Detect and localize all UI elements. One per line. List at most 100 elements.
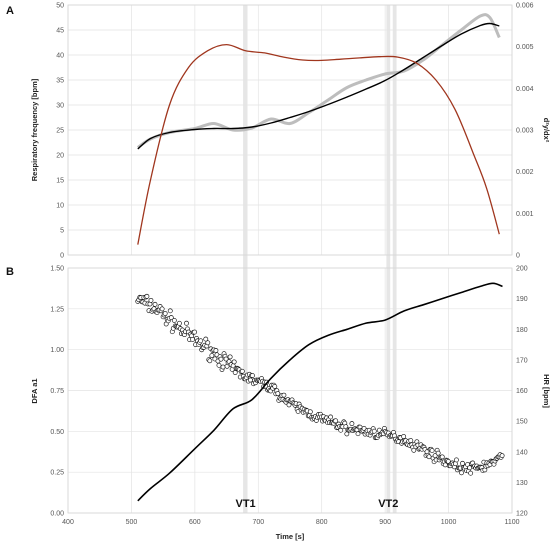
panel-b-x-tick-label: 700 xyxy=(252,519,264,526)
panel-b-frame xyxy=(67,267,513,514)
panel-a-y2-tick-label: 0.006 xyxy=(516,3,534,10)
dfa-a1-point xyxy=(209,353,215,358)
dfa-a1-point xyxy=(216,362,222,368)
panel-b-x-ticks: 400 500 600 700 800 900 1000 1100 xyxy=(62,519,519,526)
resp-frequency-raw-line xyxy=(136,13,501,149)
dfa-a1-point xyxy=(499,453,505,459)
panel-a: 0 5 10 15 20 25 30 35 40 45 50 0 0.001 0.002 0.003 0.0… xyxy=(30,3,550,260)
dfa-a1-point xyxy=(468,470,474,476)
dfa-a1-point xyxy=(411,447,417,453)
panel-b-y-axis-label: DFA a1 xyxy=(30,378,39,403)
panel-a-y2-tick-label: 0 xyxy=(516,253,520,260)
dfa-a1-point xyxy=(328,414,334,420)
dfa-a1-point xyxy=(162,311,168,316)
panel-a-frame xyxy=(67,4,513,256)
panel-a-y-tick-label: 0 xyxy=(60,253,64,260)
panel-b-y2-tick-label: 170 xyxy=(516,357,528,364)
dfa-a1-point xyxy=(275,391,281,396)
panel-b-y2-tick-label: 150 xyxy=(516,419,528,426)
dfa-a1-point xyxy=(460,460,465,466)
dfa-a1-point xyxy=(168,315,174,321)
vt1-label: VT1 xyxy=(236,498,256,510)
dfa-a1-point xyxy=(355,431,361,437)
panel-b-x-axis-label: Time [s] xyxy=(276,532,305,541)
panel-b-x-tick-label: 500 xyxy=(126,519,138,526)
panel-a-y-tick-label: 5 xyxy=(60,228,64,235)
panel-b-y2-tick-label: 130 xyxy=(516,480,528,487)
panel-a-y2-tick-label: 0.004 xyxy=(516,86,534,93)
dfa-a1-point xyxy=(223,356,229,362)
panel-b-y-tick-label: 0.25 xyxy=(50,470,64,477)
dfa-a1-point xyxy=(429,448,435,453)
panel-b-y2-tick-label: 120 xyxy=(516,511,528,518)
panel-b-y2-tick-label: 140 xyxy=(516,449,528,456)
panel-b-x-tick-label: 800 xyxy=(316,519,328,526)
panel-b-y2-tick-label: 160 xyxy=(516,388,528,395)
panel-a-y-tick-label: 10 xyxy=(56,203,64,210)
panel-b-y-ticks: 0.00 0.25 0.50 0.75 1.00 1.25 1.50 xyxy=(50,266,64,518)
dfa-a1-point xyxy=(435,450,441,456)
dfa-a1-point xyxy=(239,368,245,374)
dfa-a1-point xyxy=(207,358,213,364)
dfa-a1-point xyxy=(220,364,226,370)
panel-b-y2-ticks: 120 130 140 150 160 170 180 190 200 xyxy=(516,266,528,518)
dfa-a1-point xyxy=(176,320,182,326)
dfa-a1-point xyxy=(159,306,165,312)
dfa-a1-point xyxy=(231,359,237,365)
panel-b-y2-tick-label: 180 xyxy=(516,327,528,334)
panel-b-x-tick-label: 900 xyxy=(379,519,391,526)
panel-a-y2-tick-label: 0.003 xyxy=(516,128,534,135)
panel-b-gridlines xyxy=(67,267,513,514)
dfa-a1-point xyxy=(218,356,224,362)
panel-a-y-tick-label: 25 xyxy=(56,128,64,135)
panel-a-y2-tick-label: 0.002 xyxy=(516,169,534,176)
panel-b: 0.00 0.25 0.50 0.75 1.00 1.25 1.50 120 130 140 15… xyxy=(30,266,550,542)
dfa-a1-point xyxy=(250,373,255,378)
dfa-a1-point xyxy=(167,308,173,314)
threshold-bands xyxy=(243,5,397,513)
panel-a-y2-ticks: 0 0.001 0.002 0.003 0.004 0.005 0.006 xyxy=(516,3,534,260)
heart-rate-line xyxy=(137,282,503,502)
vt2-label: VT2 xyxy=(378,498,398,510)
panel-b-x-tick-label: 1100 xyxy=(504,519,519,526)
panel-b-y-tick-label: 1.50 xyxy=(50,266,64,273)
panel-b-y2-axis-label: HR [bpm] xyxy=(542,374,550,408)
panel-b-x-tick-label: 1000 xyxy=(441,519,457,526)
panel-a-y2-tick-label: 0.001 xyxy=(516,211,534,218)
dfa-a1-point xyxy=(281,392,287,398)
panel-a-y-tick-label: 15 xyxy=(56,178,64,185)
dfa-a1-point xyxy=(467,465,473,471)
panel-b-y-tick-label: 0.50 xyxy=(50,429,64,436)
dfa-a1-point xyxy=(148,297,154,303)
dfa-a1-point xyxy=(203,336,209,342)
panel-b-x-tick-label: 600 xyxy=(189,519,201,526)
dfa-a1-point xyxy=(454,457,459,463)
dfa-a1-scatter xyxy=(135,293,505,476)
panel-a-y-tick-label: 45 xyxy=(56,28,64,35)
panel-a-y2-axis-label: d²y/dx² xyxy=(542,118,550,143)
panel-b-y2-tick-label: 200 xyxy=(516,266,528,273)
dfa-a1-point xyxy=(171,317,177,323)
dfa-a1-point xyxy=(272,383,278,389)
dfa-a1-point xyxy=(205,340,211,346)
panel-a-y-tick-label: 30 xyxy=(56,103,64,110)
dfa-a1-point xyxy=(227,354,233,360)
threshold-band-3 xyxy=(392,5,397,513)
dfa-a1-point xyxy=(198,338,204,344)
dfa-a1-point xyxy=(349,421,355,427)
panel-b-y-tick-label: 0.75 xyxy=(50,388,64,395)
dfa-a1-point xyxy=(371,428,377,434)
panel-label-a: A xyxy=(6,5,14,17)
dfa-a1-point xyxy=(184,320,189,326)
panel-a-y-tick-label: 50 xyxy=(56,3,64,10)
dfa-a1-point xyxy=(459,470,464,476)
dfa-a1-point xyxy=(439,454,445,460)
dfa-a1-point xyxy=(192,329,198,335)
panel-a-y-tick-label: 20 xyxy=(56,153,64,160)
dfa-a1-point xyxy=(213,348,219,353)
panel-b-y-tick-label: 0.00 xyxy=(50,511,64,518)
resp-frequency-fit-line xyxy=(137,22,500,150)
threshold-band-2 xyxy=(386,5,391,513)
dfa-a1-point xyxy=(426,454,432,460)
